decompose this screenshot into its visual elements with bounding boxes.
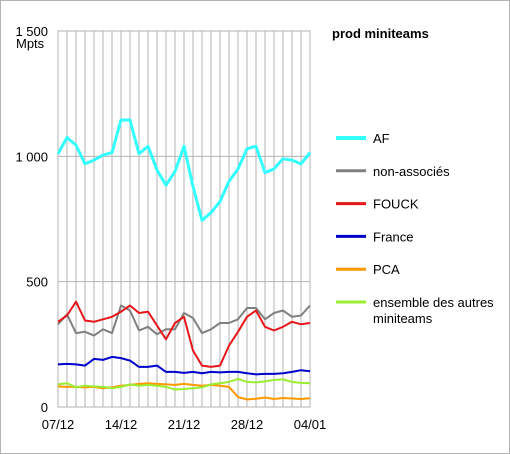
x-axis: 07/12 14/12 21/12 28/12 04/01 (42, 417, 327, 432)
series-line (57, 304, 311, 337)
x-tick-label: 28/12 (231, 417, 264, 432)
series-line (57, 377, 311, 391)
legend-label: PCA (373, 262, 400, 277)
y-tick-label: 500 (26, 275, 48, 290)
legend-label: non-associés (373, 164, 450, 179)
y-tick-label: 1 000 (15, 149, 48, 164)
legend: AF non-associés FOUCK France PCA ensemble des… (336, 131, 494, 326)
y-tick-label: 0 (41, 400, 48, 415)
y-axis-label: Mpts (16, 36, 45, 51)
series-layer (56, 118, 312, 401)
x-tick-label: 21/12 (168, 417, 201, 432)
y-tick-label: 1 500 (15, 24, 48, 39)
legend-label: France (373, 229, 413, 244)
legend-label: miniteams (373, 311, 433, 326)
legend-label: FOUCK (373, 197, 419, 212)
series-line (57, 382, 311, 401)
series-line (57, 300, 311, 368)
legend-label: AF (373, 131, 390, 146)
plot-area (57, 30, 311, 408)
legend-label: ensemble des autres (373, 295, 494, 310)
x-tick-label: 04/01 (294, 417, 327, 432)
series-line (56, 118, 312, 222)
chart-title: prod miniteams (332, 26, 429, 41)
x-tick-label: 14/12 (105, 417, 138, 432)
y-axis: 0 500 1 000 1 500 (15, 24, 48, 415)
series-line (57, 355, 311, 376)
x-tick-label: 07/12 (42, 417, 75, 432)
gridlines (58, 31, 310, 407)
